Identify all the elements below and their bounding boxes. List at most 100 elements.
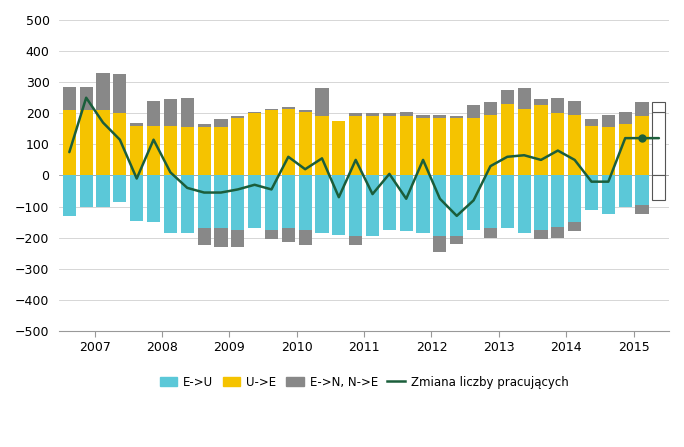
Bar [534,105,548,175]
Bar [164,99,177,126]
Bar [181,175,194,233]
Bar [653,112,666,175]
Bar [366,113,379,116]
Bar [63,87,76,110]
Bar [434,236,447,252]
Bar [399,175,412,232]
Bar [417,115,430,118]
Bar [248,112,261,113]
Bar [434,175,447,236]
Bar [282,107,295,109]
Bar [501,175,514,228]
Bar [618,124,632,175]
Bar [130,175,143,220]
Bar [602,175,615,214]
Bar [231,230,244,247]
Bar [383,116,396,175]
Bar [164,175,177,233]
Bar [635,175,648,205]
Bar [265,110,278,175]
Bar [568,101,581,115]
Bar [585,119,598,126]
Bar [653,102,666,112]
Bar [265,109,278,110]
Bar [79,110,93,175]
Bar [282,228,295,242]
Bar [450,116,463,118]
Bar [534,99,548,105]
Bar [315,175,328,233]
Bar [198,127,211,175]
Bar [265,230,278,239]
Bar [214,119,228,127]
Bar [484,115,497,175]
Bar [332,175,345,235]
Bar [551,113,564,175]
Bar [231,118,244,175]
Bar [518,89,531,109]
Bar [315,116,328,175]
Bar [434,118,447,175]
Bar [484,102,497,115]
Bar [214,228,228,247]
Bar [147,175,160,222]
Bar [484,175,497,228]
Bar [130,126,143,175]
Bar [635,102,648,116]
Bar [534,230,548,239]
Bar [315,89,328,116]
Bar [450,236,463,244]
Bar [130,122,143,126]
Bar [181,127,194,175]
Bar [467,175,480,230]
Bar [399,116,412,175]
Bar [417,175,430,233]
Bar [618,175,632,207]
Bar [231,175,244,230]
Bar [349,236,363,245]
Bar [147,101,160,126]
Bar [231,116,244,118]
Bar [147,126,160,175]
Bar [635,116,648,175]
Bar [299,230,312,245]
Bar [63,175,76,216]
Bar [602,127,615,175]
Bar [214,127,228,175]
Bar [399,112,412,116]
Bar [383,113,396,116]
Bar [618,112,632,124]
Bar [79,175,93,207]
Bar [181,98,194,127]
Bar [635,205,648,214]
Bar [198,124,211,127]
Bar [551,98,564,113]
Bar [63,110,76,175]
Bar [534,175,548,230]
Bar [282,109,295,175]
Bar [96,73,109,110]
Bar [366,116,379,175]
Bar [299,110,312,112]
Bar [349,175,363,236]
Bar [450,175,463,236]
Legend: E->U, U->E, E->N, N->E, Zmiana liczby pracujących: E->U, U->E, E->N, N->E, Zmiana liczby pr… [155,371,573,393]
Bar [568,175,581,222]
Bar [484,228,497,238]
Bar [214,175,228,228]
Bar [299,175,312,230]
Bar [282,175,295,228]
Bar [164,126,177,175]
Bar [501,104,514,175]
Bar [551,227,564,238]
Bar [265,175,278,230]
Bar [248,113,261,175]
Bar [568,115,581,175]
Bar [551,175,564,227]
Bar [467,105,480,118]
Bar [198,175,211,228]
Bar [417,118,430,175]
Bar [585,175,598,210]
Bar [349,116,363,175]
Bar [96,110,109,175]
